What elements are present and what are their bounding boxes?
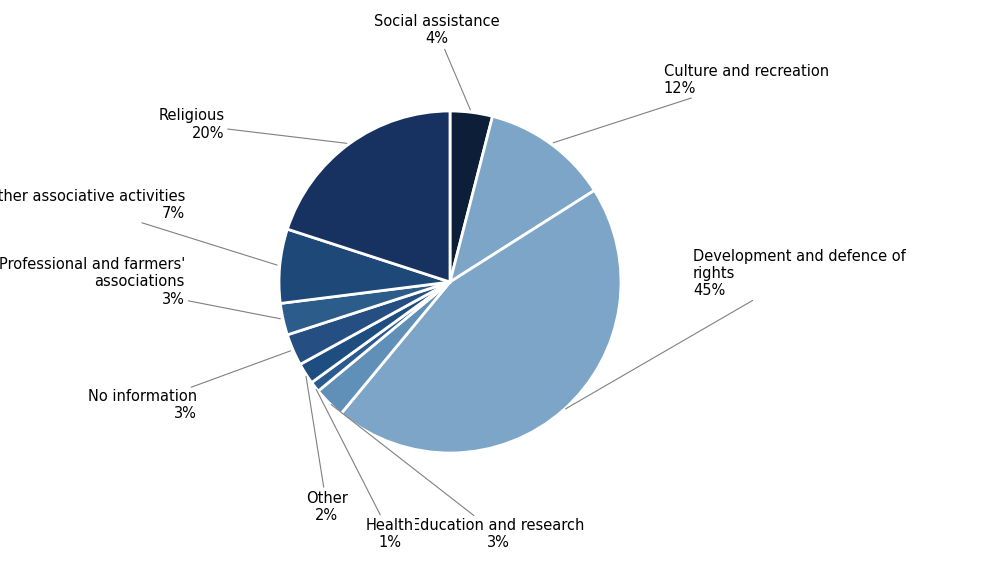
Text: Social assistance
4%: Social assistance 4% xyxy=(374,14,499,110)
Wedge shape xyxy=(300,282,450,382)
Wedge shape xyxy=(450,116,594,282)
Text: Other
2%: Other 2% xyxy=(306,376,348,523)
Wedge shape xyxy=(318,282,450,414)
Wedge shape xyxy=(287,111,450,282)
Wedge shape xyxy=(341,191,621,453)
Text: Health
1%: Health 1% xyxy=(316,389,414,550)
Wedge shape xyxy=(280,282,450,335)
Wedge shape xyxy=(312,282,450,391)
Wedge shape xyxy=(279,229,450,303)
Wedge shape xyxy=(287,282,450,364)
Text: Religious
20%: Religious 20% xyxy=(158,108,347,143)
Text: Other associative activities
7%: Other associative activities 7% xyxy=(0,189,277,265)
Text: Culture and recreation
12%: Culture and recreation 12% xyxy=(553,64,829,143)
Text: Education and research
3%: Education and research 3% xyxy=(331,404,585,550)
Wedge shape xyxy=(450,111,493,282)
Text: Development and defence of
rights
45%: Development and defence of rights 45% xyxy=(565,249,906,409)
Text: Professional and farmers'
associations
3%: Professional and farmers' associations 3… xyxy=(0,257,280,319)
Text: No information
3%: No information 3% xyxy=(88,351,290,421)
